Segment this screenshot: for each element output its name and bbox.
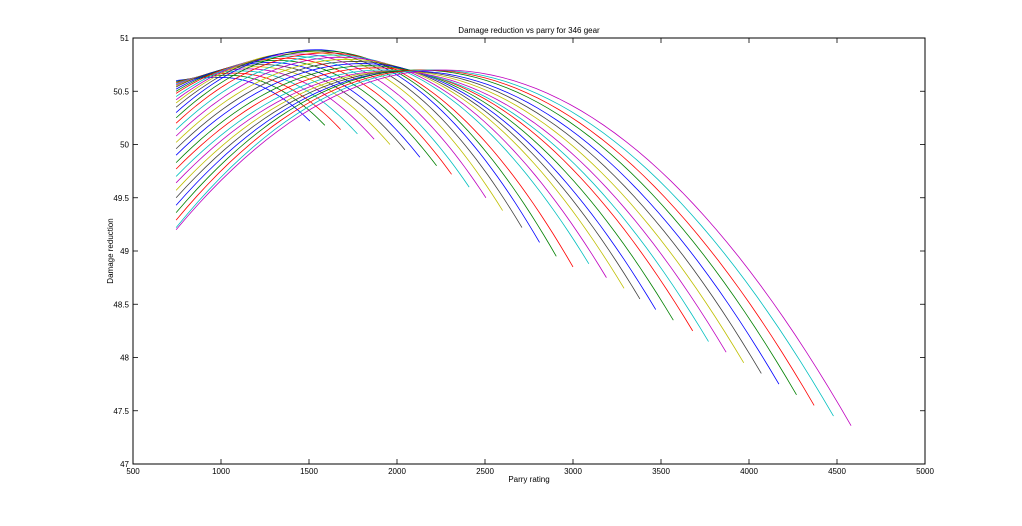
y-tick-label: 48.5 (113, 300, 129, 309)
x-tick-label: 1000 (212, 467, 230, 476)
series-line (175, 69, 834, 417)
x-tick-label: 1500 (300, 467, 318, 476)
series-line (175, 70, 762, 374)
x-tick-label: 500 (126, 467, 140, 476)
series-line (175, 53, 487, 198)
series-line (175, 57, 452, 175)
series-line (175, 70, 745, 364)
series-line (175, 69, 815, 406)
series-line (175, 51, 503, 211)
series-line (175, 70, 727, 353)
y-axis-label: Damage reduction (106, 218, 115, 283)
series-line (175, 69, 852, 426)
y-tick-label: 51 (120, 34, 129, 43)
y-tick-label: 50.5 (113, 87, 129, 96)
y-tick-label: 49 (120, 247, 129, 256)
series-group (175, 49, 852, 426)
series-line (175, 69, 709, 342)
y-axis-ticks: 47 47.5 48 48.5 49 49.5 50 50.5 51 (113, 34, 925, 469)
x-axis-ticks: 500 1000 1500 2000 2500 3000 3500 4000 4500 5000 (126, 38, 934, 476)
series-line (175, 69, 797, 395)
series-line (175, 50, 523, 228)
y-tick-label: 50 (120, 141, 129, 150)
x-tick-label: 2000 (388, 467, 406, 476)
x-tick-label: 3000 (564, 467, 582, 476)
x-tick-label: 4500 (828, 467, 846, 476)
x-tick-label: 3500 (652, 467, 670, 476)
x-tick-label: 4000 (740, 467, 758, 476)
x-tick-label: 2500 (476, 467, 494, 476)
chart-title: Damage reduction vs parry for 346 gear (458, 26, 600, 35)
x-axis-label: Parry rating (508, 475, 549, 484)
y-tick-label: 49.5 (113, 194, 129, 203)
y-tick-label: 48 (120, 354, 129, 363)
y-tick-label: 47 (120, 460, 129, 469)
x-tick-label: 5000 (916, 467, 934, 476)
y-tick-label: 47.5 (113, 407, 129, 416)
series-line (175, 70, 780, 385)
series-line (175, 55, 470, 188)
